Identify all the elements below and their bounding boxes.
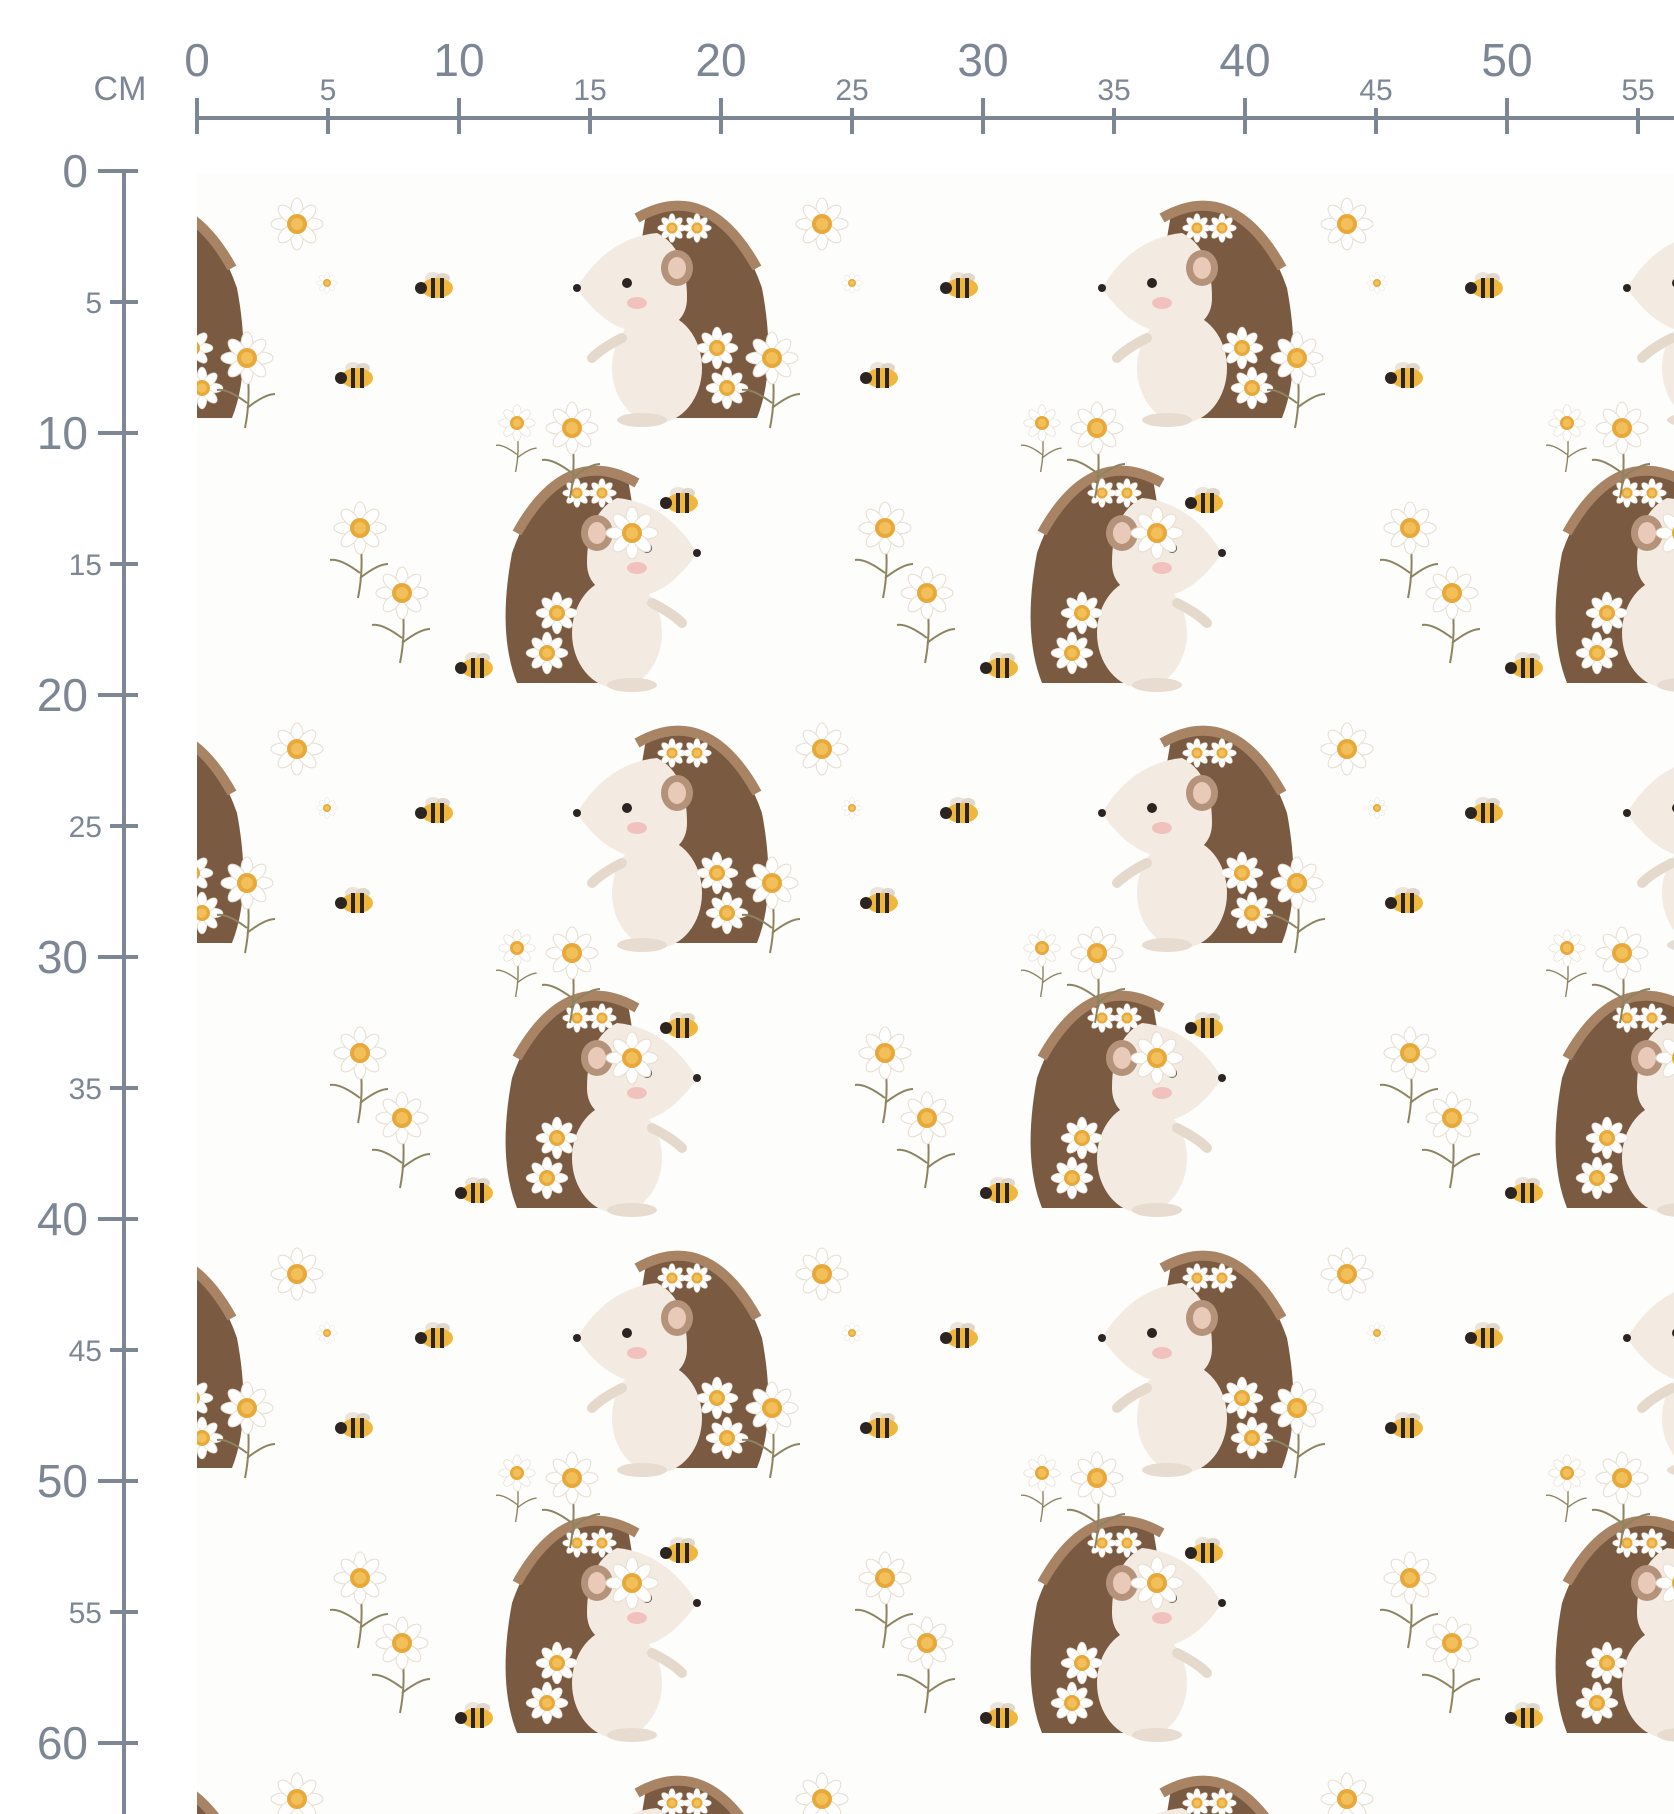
left-tick-label: 30	[37, 931, 88, 983]
left-tick-label: 5	[85, 287, 102, 320]
left-tick-label: 55	[69, 1597, 102, 1630]
top-tick-label: 10	[433, 34, 484, 86]
top-tick-label: 5	[320, 74, 337, 107]
top-tick-label: 55	[1621, 74, 1654, 107]
fabric-pattern	[197, 173, 1674, 1814]
left-tick-label: 0	[62, 145, 88, 197]
left-tick-label: 45	[69, 1335, 102, 1368]
top-tick-label: 30	[957, 34, 1008, 86]
top-tick-label: 50	[1481, 34, 1532, 86]
left-tick-label: 15	[69, 549, 102, 582]
left-tick-label: 35	[69, 1073, 102, 1106]
top-tick-label: 25	[835, 74, 868, 107]
left-tick-label: 60	[37, 1717, 88, 1769]
left-tick-label: 25	[69, 811, 102, 844]
left-tick-label: 40	[37, 1193, 88, 1245]
top-tick-label: 0	[184, 34, 210, 86]
left-tick-label: 20	[37, 669, 88, 721]
top-tick-label: 15	[573, 74, 606, 107]
left-tick-label: 50	[37, 1455, 88, 1507]
top-tick-label: 20	[695, 34, 746, 86]
top-tick-label: 40	[1219, 34, 1270, 86]
top-tick-label: 35	[1097, 74, 1130, 107]
top-tick-label: 45	[1359, 74, 1392, 107]
left-tick-label: 10	[37, 407, 88, 459]
unit-label: CM	[94, 70, 147, 108]
